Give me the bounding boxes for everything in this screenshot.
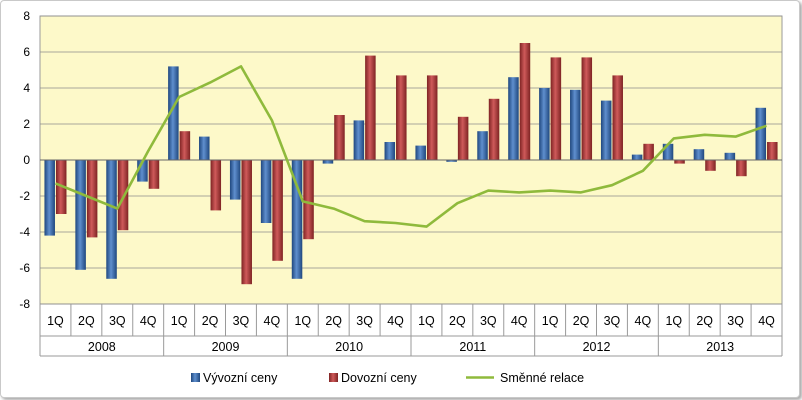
y-tick-label: 8: [23, 9, 30, 23]
import-price-bar: [736, 160, 747, 177]
import-price-bar: [365, 55, 376, 160]
export-price-bar: [570, 89, 581, 160]
import-price-bar: [612, 75, 623, 160]
export-price-bar: [755, 107, 767, 160]
export-price-bar: [662, 143, 674, 160]
export-price-bar: [75, 160, 86, 270]
export-price-bar: [415, 145, 426, 160]
legend-label: Dovozní ceny: [341, 371, 417, 385]
y-tick-label: -6: [19, 261, 30, 275]
quarter-label: 3Q: [109, 314, 126, 328]
export-price-bar: [353, 120, 365, 160]
quarter-label: 4Q: [758, 314, 775, 328]
quarter-label: 3Q: [727, 314, 744, 328]
export-price-bar: [168, 66, 179, 160]
legend-label: Směnné relace: [500, 371, 584, 385]
import-price-bar: [426, 75, 438, 160]
quarter-label: 4Q: [387, 314, 404, 328]
quarter-label: 4Q: [635, 314, 652, 328]
import-price-bar: [705, 160, 716, 171]
import-price-bar: [117, 160, 129, 231]
import-price-bar: [210, 160, 222, 211]
export-price-bar: [724, 152, 736, 160]
year-label: 2009: [212, 340, 240, 354]
year-label: 2012: [583, 340, 611, 354]
legend-item: Směnné relace: [466, 371, 584, 385]
y-tick-label: -2: [19, 189, 30, 203]
legend-swatch: [191, 373, 200, 382]
terms-of-trade-line: [55, 65, 767, 228]
quarter-label: 1Q: [542, 314, 559, 328]
quarter-label: 4Q: [511, 314, 528, 328]
import-price-bar: [241, 160, 252, 285]
y-tick-label: 2: [23, 117, 30, 131]
y-tick-label: 0: [23, 153, 30, 167]
legend-item: Dovozní ceny: [329, 371, 417, 385]
export-price-bar: [384, 142, 396, 160]
import-price-bar: [674, 160, 685, 164]
quarter-label: 2Q: [202, 314, 219, 328]
import-price-bar: [272, 160, 283, 261]
quarter-label: 1Q: [294, 314, 311, 328]
quarter-label: 4Q: [264, 314, 281, 328]
export-price-bar: [137, 160, 148, 182]
export-price-bar: [106, 160, 117, 279]
year-label: 2008: [88, 340, 116, 354]
export-price-bar: [631, 154, 643, 160]
export-price-bar: [600, 100, 612, 160]
export-price-bar: [446, 160, 457, 162]
quarter-label: 3Q: [233, 314, 250, 328]
import-price-bar: [643, 143, 654, 160]
export-price-bar: [539, 88, 550, 160]
export-price-bar: [322, 160, 334, 164]
quarter-label: 2Q: [573, 314, 590, 328]
legend-item: Vývozní ceny: [191, 371, 278, 385]
quarter-label: 1Q: [47, 314, 64, 328]
export-price-bar: [508, 77, 519, 160]
export-price-bar: [477, 131, 488, 160]
export-price-bar: [229, 160, 241, 200]
import-price-bar: [334, 115, 345, 160]
quarter-label: 2Q: [696, 314, 713, 328]
quarter-label: 3Q: [604, 314, 621, 328]
export-price-bar: [44, 160, 55, 236]
legend-label: Vývozní ceny: [203, 371, 278, 385]
year-label: 2011: [459, 340, 486, 354]
export-price-bar: [693, 149, 705, 160]
import-price-bar: [396, 75, 407, 160]
y-tick-label: 6: [23, 45, 30, 59]
import-price-bar: [767, 142, 778, 160]
export-price-bar: [291, 160, 303, 279]
year-label: 2010: [335, 340, 363, 354]
import-price-bar: [179, 131, 191, 160]
quarter-label: 1Q: [665, 314, 682, 328]
y-tick-label: -8: [19, 297, 30, 311]
import-price-bar: [457, 116, 469, 160]
y-tick-label: -4: [19, 225, 30, 239]
quarter-label: 2Q: [325, 314, 342, 328]
import-price-bar: [550, 57, 562, 160]
y-tick-label: 4: [23, 81, 30, 95]
import-price-bar: [581, 57, 593, 160]
quarter-label: 2Q: [449, 314, 466, 328]
import-price-bar: [148, 160, 160, 189]
quarter-label: 4Q: [140, 314, 157, 328]
export-price-bar: [199, 136, 210, 160]
import-price-bar: [303, 160, 314, 240]
quarter-label: 3Q: [480, 314, 497, 328]
import-price-bar: [519, 43, 531, 160]
quarter-label: 3Q: [356, 314, 373, 328]
quarter-label: 1Q: [418, 314, 435, 328]
legend-swatch: [329, 373, 338, 382]
export-price-bar: [260, 160, 272, 223]
import-price-bar: [488, 98, 500, 160]
year-label: 2013: [706, 340, 734, 354]
quarter-label: 2Q: [78, 314, 95, 328]
quarter-label: 1Q: [171, 314, 188, 328]
